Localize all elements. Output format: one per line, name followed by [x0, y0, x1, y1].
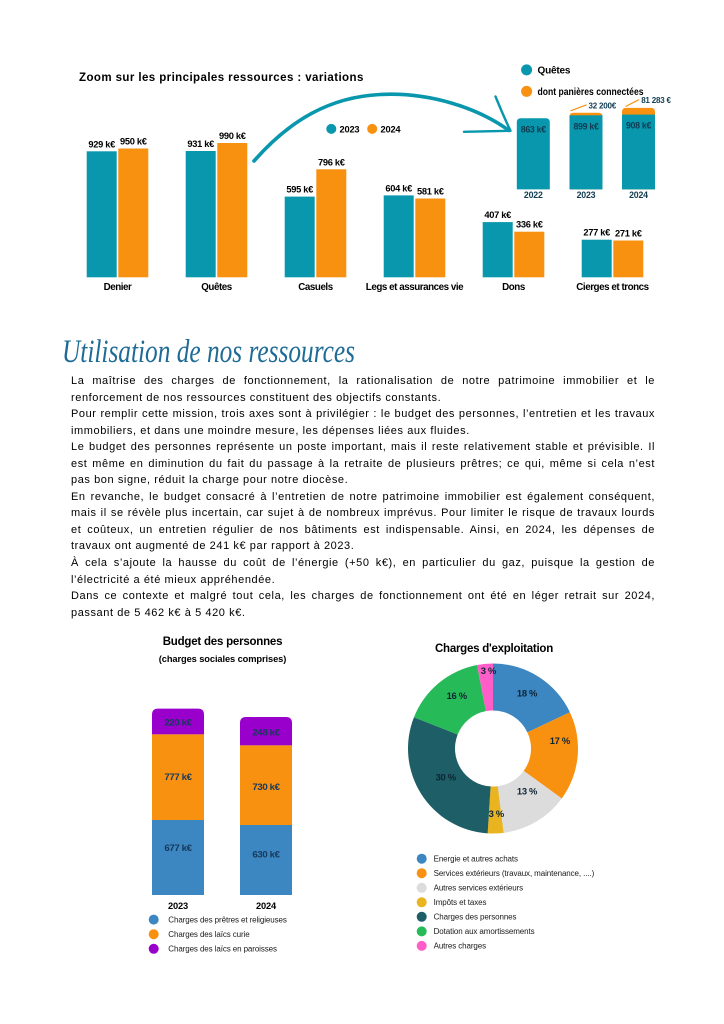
svg-text:2023: 2023 — [577, 190, 596, 200]
svg-text:Impôts et taxes: Impôts et taxes — [434, 898, 487, 907]
svg-text:32 200€: 32 200€ — [589, 101, 617, 110]
svg-text:796 k€: 796 k€ — [318, 157, 345, 167]
svg-text:Charges des laïcs curie: Charges des laïcs curie — [168, 930, 250, 939]
svg-text:950 k€: 950 k€ — [120, 137, 147, 147]
svg-text:2024: 2024 — [381, 125, 402, 135]
svg-text:407 k€: 407 k€ — [484, 210, 511, 220]
svg-text:13 %: 13 % — [517, 785, 538, 796]
svg-text:777 k€: 777 k€ — [164, 772, 192, 783]
svg-text:dont panières connectées: dont panières connectées — [538, 87, 644, 98]
svg-text:277 k€: 277 k€ — [583, 228, 610, 238]
svg-text:30 %: 30 % — [436, 772, 457, 783]
svg-text:730 k€: 730 k€ — [252, 782, 280, 793]
svg-text:271 k€: 271 k€ — [615, 229, 642, 239]
svg-text:Legs et assurances vie: Legs et assurances vie — [366, 282, 464, 293]
svg-text:Casuels: Casuels — [298, 282, 333, 293]
svg-text:931 k€: 931 k€ — [187, 139, 214, 149]
svg-text:3 %: 3 % — [481, 665, 497, 676]
svg-text:220 k€: 220 k€ — [164, 718, 192, 729]
svg-text:Dons: Dons — [502, 282, 526, 293]
svg-text:899 k€: 899 k€ — [573, 121, 599, 131]
svg-text:604 k€: 604 k€ — [385, 183, 412, 193]
svg-text:908 k€: 908 k€ — [626, 121, 652, 131]
svg-text:Autres services extérieurs: Autres services extérieurs — [434, 884, 524, 893]
svg-text:Denier: Denier — [104, 282, 132, 293]
svg-text:81 283 €: 81 283 € — [641, 96, 671, 105]
svg-text:Energie et autres achats: Energie et autres achats — [434, 855, 518, 864]
svg-text:16 %: 16 % — [447, 690, 468, 701]
svg-text:18 %: 18 % — [517, 688, 538, 699]
svg-text:3 %: 3 % — [489, 808, 505, 819]
svg-text:2022: 2022 — [524, 190, 543, 200]
svg-text:2024: 2024 — [256, 901, 277, 911]
svg-text:581 k€: 581 k€ — [417, 187, 444, 197]
svg-text:2023: 2023 — [340, 125, 360, 135]
svg-text:929 k€: 929 k€ — [88, 139, 115, 149]
svg-text:Quêtes: Quêtes — [201, 282, 233, 293]
svg-text:Services extérieurs (travaux,: Services extérieurs (travaux, maintenanc… — [434, 869, 595, 878]
svg-text:2024: 2024 — [629, 190, 648, 200]
svg-text:863 k€: 863 k€ — [521, 124, 547, 134]
svg-text:Quêtes: Quêtes — [538, 66, 571, 77]
svg-text:17 %: 17 % — [550, 735, 571, 746]
svg-text:630 k€: 630 k€ — [252, 849, 280, 860]
svg-text:Charges des laïcs en paroisses: Charges des laïcs en paroisses — [168, 945, 277, 954]
svg-text:248 k€: 248 k€ — [252, 727, 280, 738]
svg-text:595 k€: 595 k€ — [286, 185, 313, 195]
svg-text:Utilisation de nos ressources: Utilisation de nos ressources — [62, 334, 355, 370]
svg-text:677 k€: 677 k€ — [164, 843, 192, 854]
svg-text:2023: 2023 — [168, 901, 188, 911]
svg-text:Dotation aux amortissements: Dotation aux amortissements — [434, 927, 535, 936]
svg-text:Charges des personnes: Charges des personnes — [434, 913, 517, 922]
svg-text:990 k€: 990 k€ — [219, 131, 246, 141]
svg-text:Autres charges: Autres charges — [434, 942, 487, 951]
svg-text:Charges des prêtres et religie: Charges des prêtres et religieuses — [168, 915, 287, 924]
svg-text:336 k€: 336 k€ — [516, 220, 543, 230]
svg-text:Cierges et troncs: Cierges et troncs — [576, 282, 649, 293]
